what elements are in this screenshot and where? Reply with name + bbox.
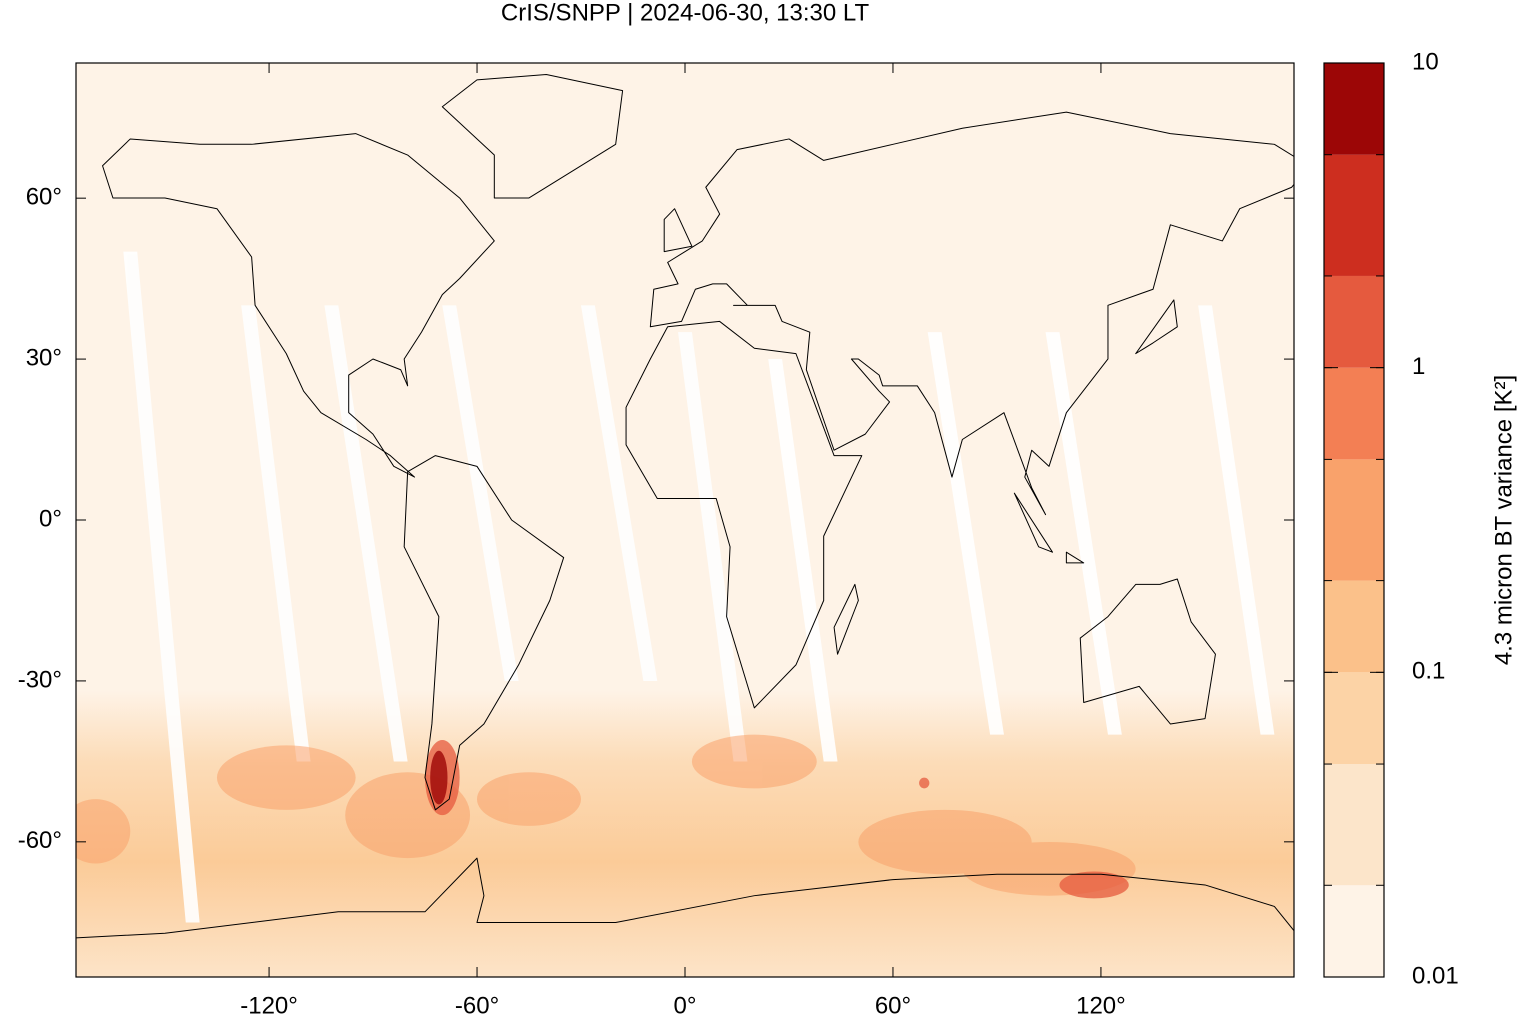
chart-title: CrIS/SNPP | 2024-06-30, 13:30 LT <box>501 0 870 26</box>
y-tick-label: -60° <box>18 827 62 854</box>
colorbar-segment <box>1324 672 1384 765</box>
x-tick-label: 120° <box>1076 992 1126 1019</box>
colorbar-segment <box>1324 367 1384 460</box>
colorbar-segment <box>1324 764 1384 886</box>
x-tick-label: -120° <box>240 992 298 1019</box>
colorbar-tick-label: 1 <box>1412 353 1425 380</box>
colorbar-segment <box>1324 459 1384 581</box>
colorbar-label: 4.3 micron BT variance [K²] <box>1490 375 1517 665</box>
colorbar-tick-label: 0.1 <box>1412 658 1445 685</box>
colorbar-segment <box>1324 154 1384 276</box>
x-tick-label: -60° <box>455 992 499 1019</box>
colorbar-segment <box>1324 885 1384 977</box>
colorbar-segment <box>1324 580 1384 673</box>
colorbar-frame <box>1323 62 1385 978</box>
colorbar-tick-label: 0.01 <box>1412 962 1459 989</box>
y-tick-label: -30° <box>18 666 62 693</box>
y-tick-label: 30° <box>26 344 62 371</box>
y-tick-label: 60° <box>26 184 62 211</box>
colorbar-segment <box>1324 275 1384 368</box>
y-tick-label: 0° <box>39 505 62 532</box>
x-tick-label: 60° <box>875 992 911 1019</box>
x-tick-label: 0° <box>674 992 697 1019</box>
colorbar-segment <box>1324 63 1384 155</box>
map-field <box>76 63 1294 977</box>
colorbar-tick-label: 10 <box>1412 48 1439 75</box>
